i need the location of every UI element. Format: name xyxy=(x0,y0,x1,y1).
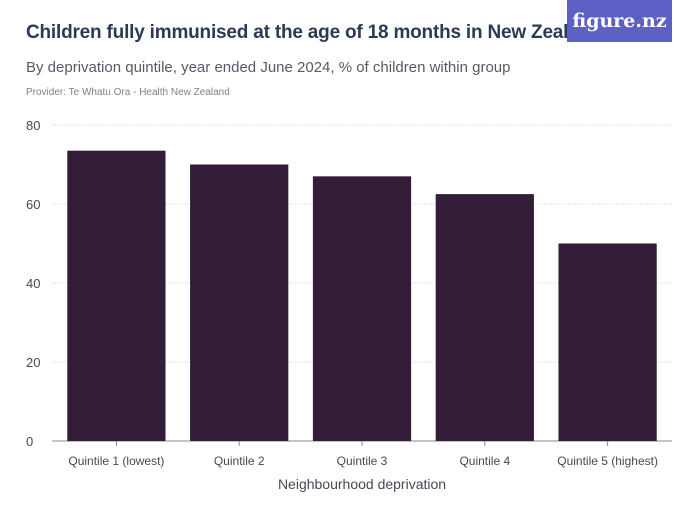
chart-title: Children fully immunised at the age of 1… xyxy=(26,22,602,43)
x-tick-label: Quintile 4 xyxy=(459,454,510,468)
x-axis-title: Neighbourhood deprivation xyxy=(278,476,446,492)
bar[interactable] xyxy=(190,164,289,442)
data-provider: Provider: Te Whatu Ora - Health New Zeal… xyxy=(26,87,230,98)
bar[interactable] xyxy=(67,150,166,442)
figure-nz-logo[interactable]: figure.nz xyxy=(567,0,672,42)
x-tick-label: Quintile 3 xyxy=(337,454,388,468)
y-tick-label: 60 xyxy=(26,197,40,212)
x-tick-label: Quintile 2 xyxy=(214,454,265,468)
bars xyxy=(67,150,657,442)
y-tick-label: 80 xyxy=(26,118,40,133)
y-tick-label: 20 xyxy=(26,355,40,370)
bar[interactable] xyxy=(558,243,657,442)
bar[interactable] xyxy=(312,176,412,441)
x-tick-label: Quintile 1 (lowest) xyxy=(68,454,164,468)
y-tick-label: 0 xyxy=(26,434,33,449)
chart-subtitle: By deprivation quintile, year ended June… xyxy=(26,59,511,76)
bar[interactable] xyxy=(435,194,534,441)
y-tick-label: 40 xyxy=(26,276,40,291)
x-tick-label: Quintile 5 (highest) xyxy=(557,454,658,468)
axis-labels: 0 20 40 60 80 Quintile 1 (lowest) Quintile 2 Qu… xyxy=(26,118,658,468)
